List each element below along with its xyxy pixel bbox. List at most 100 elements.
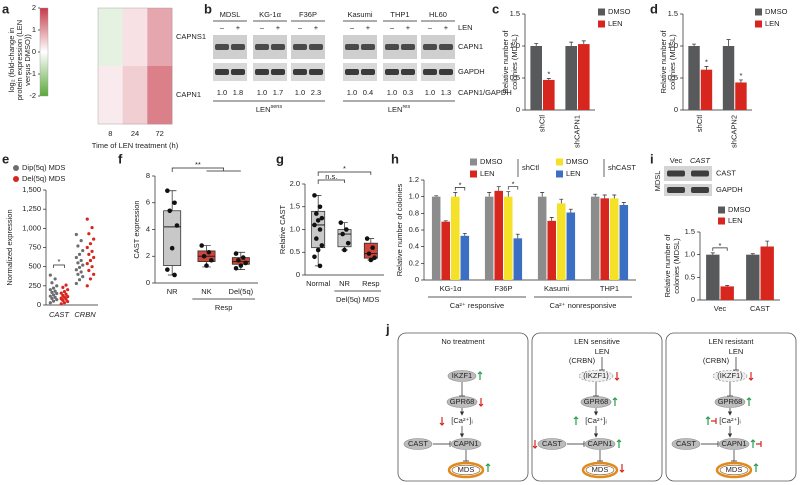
blot-band	[231, 69, 245, 75]
data-point	[79, 270, 83, 274]
legend-swatch	[755, 20, 762, 28]
mds-ring-inner	[451, 464, 481, 476]
blot-band	[293, 44, 307, 50]
y-tick-label: 8	[146, 171, 150, 180]
x-tick-label: shCtl	[537, 115, 546, 132]
node-label: (IKZF1)	[717, 371, 743, 380]
node-label: GPR68	[584, 397, 609, 406]
legend-label: DMSO	[480, 157, 503, 166]
node	[671, 438, 701, 450]
data-point	[51, 293, 56, 297]
error-bar	[568, 208, 573, 213]
box	[163, 210, 182, 266]
node-label: CAST	[542, 439, 562, 448]
y-tick-label: 1.0	[290, 224, 300, 233]
data-point	[88, 258, 93, 263]
data-point	[81, 248, 85, 253]
bar	[565, 46, 577, 110]
lane-sign: –	[298, 23, 303, 32]
y-tick-label: 1.5	[510, 9, 520, 18]
panel-letter: i	[650, 151, 654, 166]
blot-membrane	[291, 63, 325, 81]
y-tick-label: 0.6	[409, 225, 419, 234]
x-tick-label: KG-1α	[440, 284, 463, 293]
cell-line-label: Kasumi	[347, 10, 372, 19]
data-point	[85, 245, 89, 250]
mds-ring	[447, 461, 485, 479]
heatmap-cell	[122, 8, 148, 67]
data-point	[366, 251, 372, 256]
error-bar	[496, 186, 501, 191]
y-axis-label: colonies (MDSL)	[668, 34, 677, 90]
data-point	[317, 263, 323, 269]
ratio-axis-label: CAPN1/GAPDH	[458, 88, 512, 97]
x-tick-label: NR	[339, 279, 350, 288]
data-point	[172, 200, 177, 206]
error-bar	[462, 232, 467, 236]
data-point	[48, 288, 52, 292]
data-point	[77, 278, 82, 282]
data-point	[79, 258, 83, 263]
category-group-label: Ca²⁺ nonresponsive	[550, 301, 617, 310]
colorbar-label: protein expression (LEN	[15, 20, 24, 100]
data-point	[338, 220, 344, 225]
change-arrow	[485, 463, 491, 472]
data-point	[314, 236, 319, 241]
y-tick-label: 1,000	[22, 223, 41, 232]
error-bar	[765, 240, 770, 247]
data-point	[233, 251, 239, 256]
bar	[504, 196, 513, 280]
y-tick-label: 1,500	[22, 185, 41, 194]
data-point	[55, 284, 59, 288]
data-point	[62, 301, 67, 305]
heatmap-cell	[147, 66, 173, 125]
data-point	[74, 281, 78, 286]
data-point	[76, 272, 80, 276]
blot-band	[691, 170, 709, 177]
ratio-label: 1.0	[295, 88, 305, 97]
x-tick-label: Normal	[306, 279, 331, 288]
cell-line-label: KG-1α	[259, 10, 282, 19]
colorbar-label: log₂ (fold-change in	[7, 28, 16, 93]
data-point	[59, 297, 63, 301]
data-point	[74, 255, 78, 260]
node	[537, 438, 567, 450]
x-tick-label: Vec	[714, 304, 727, 313]
data-point	[344, 227, 349, 232]
significance-bracket	[712, 247, 728, 251]
blot-band	[255, 69, 269, 75]
panel-letter: g	[276, 151, 284, 166]
data-point	[345, 240, 351, 246]
change-block	[756, 441, 762, 447]
data-point	[87, 252, 91, 256]
legend-swatch	[755, 8, 762, 16]
error-bar	[738, 79, 743, 83]
x-tick-label: THP1	[600, 284, 619, 293]
bar	[451, 196, 460, 280]
group-label-sup: res	[402, 104, 410, 110]
node	[403, 438, 433, 450]
bar	[441, 221, 450, 280]
data-point	[319, 243, 325, 248]
blot-band	[401, 69, 415, 75]
mds-ring-inner	[585, 464, 615, 476]
error-bar	[710, 252, 715, 255]
lane-label: CAST	[690, 156, 711, 165]
heatmap-frame	[97, 7, 173, 125]
blot-band	[361, 69, 375, 75]
data-point	[50, 281, 54, 285]
error-bar	[621, 202, 626, 205]
node-label: GPR68	[450, 397, 475, 406]
data-point	[169, 245, 175, 251]
node	[447, 370, 477, 382]
annotation: n.s.	[325, 172, 337, 181]
bar	[557, 203, 566, 280]
data-point	[236, 257, 241, 263]
cell-line-label: MDSL	[220, 10, 241, 19]
category-group-label: Resp	[215, 303, 233, 312]
x-tick-label: F36P	[495, 284, 513, 293]
data-point	[81, 263, 85, 267]
y-axis-label: colonies (MDSL)	[672, 238, 681, 294]
y-tick-label: 1.0	[668, 41, 678, 50]
node	[580, 396, 612, 408]
